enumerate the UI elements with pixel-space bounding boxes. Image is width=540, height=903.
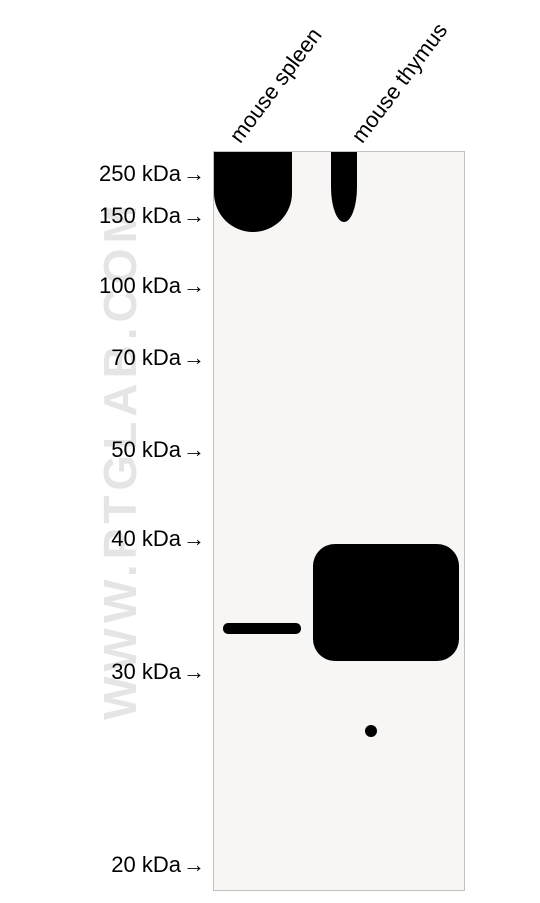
mw-marker-150: 150 kDa → (99, 203, 205, 229)
arrow-icon: → (183, 526, 205, 552)
arrow-icon: → (183, 659, 205, 685)
mw-marker-label: 50 kDa (111, 437, 181, 463)
mw-marker-label: 20 kDa (111, 852, 181, 878)
arrow-icon: → (183, 273, 205, 299)
thymus-top-dot (331, 152, 357, 222)
mw-marker-label: 30 kDa (111, 659, 181, 685)
mw-marker-label: 100 kDa (99, 273, 181, 299)
thymus-main-band (313, 544, 459, 661)
mw-marker-50: 50 kDa → (111, 437, 205, 463)
mw-marker-40: 40 kDa → (111, 526, 205, 552)
arrow-icon: → (183, 161, 205, 187)
mw-marker-label: 40 kDa (111, 526, 181, 552)
mw-marker-label: 250 kDa (99, 161, 181, 187)
arrow-icon: → (183, 437, 205, 463)
mw-marker-70: 70 kDa → (111, 345, 205, 371)
thymus-small-dot (365, 725, 377, 737)
lane-header-thymus: mouse thymus (346, 18, 453, 148)
mw-marker-label: 150 kDa (99, 203, 181, 229)
mw-marker-label: 70 kDa (111, 345, 181, 371)
blot-membrane (213, 151, 465, 891)
lane-header-spleen: mouse spleen (224, 23, 327, 148)
spleen-33kda-band (223, 623, 301, 634)
mw-marker-100: 100 kDa → (99, 273, 205, 299)
arrow-icon: → (183, 852, 205, 878)
arrow-icon: → (183, 203, 205, 229)
spleen-top-blob (214, 152, 292, 232)
blot-figure: WWW.PTGLAB.COM mouse spleen mouse thymus… (0, 0, 540, 903)
mw-marker-30: 30 kDa → (111, 659, 205, 685)
arrow-icon: → (183, 345, 205, 371)
mw-marker-20: 20 kDa → (111, 852, 205, 878)
mw-marker-250: 250 kDa → (99, 161, 205, 187)
